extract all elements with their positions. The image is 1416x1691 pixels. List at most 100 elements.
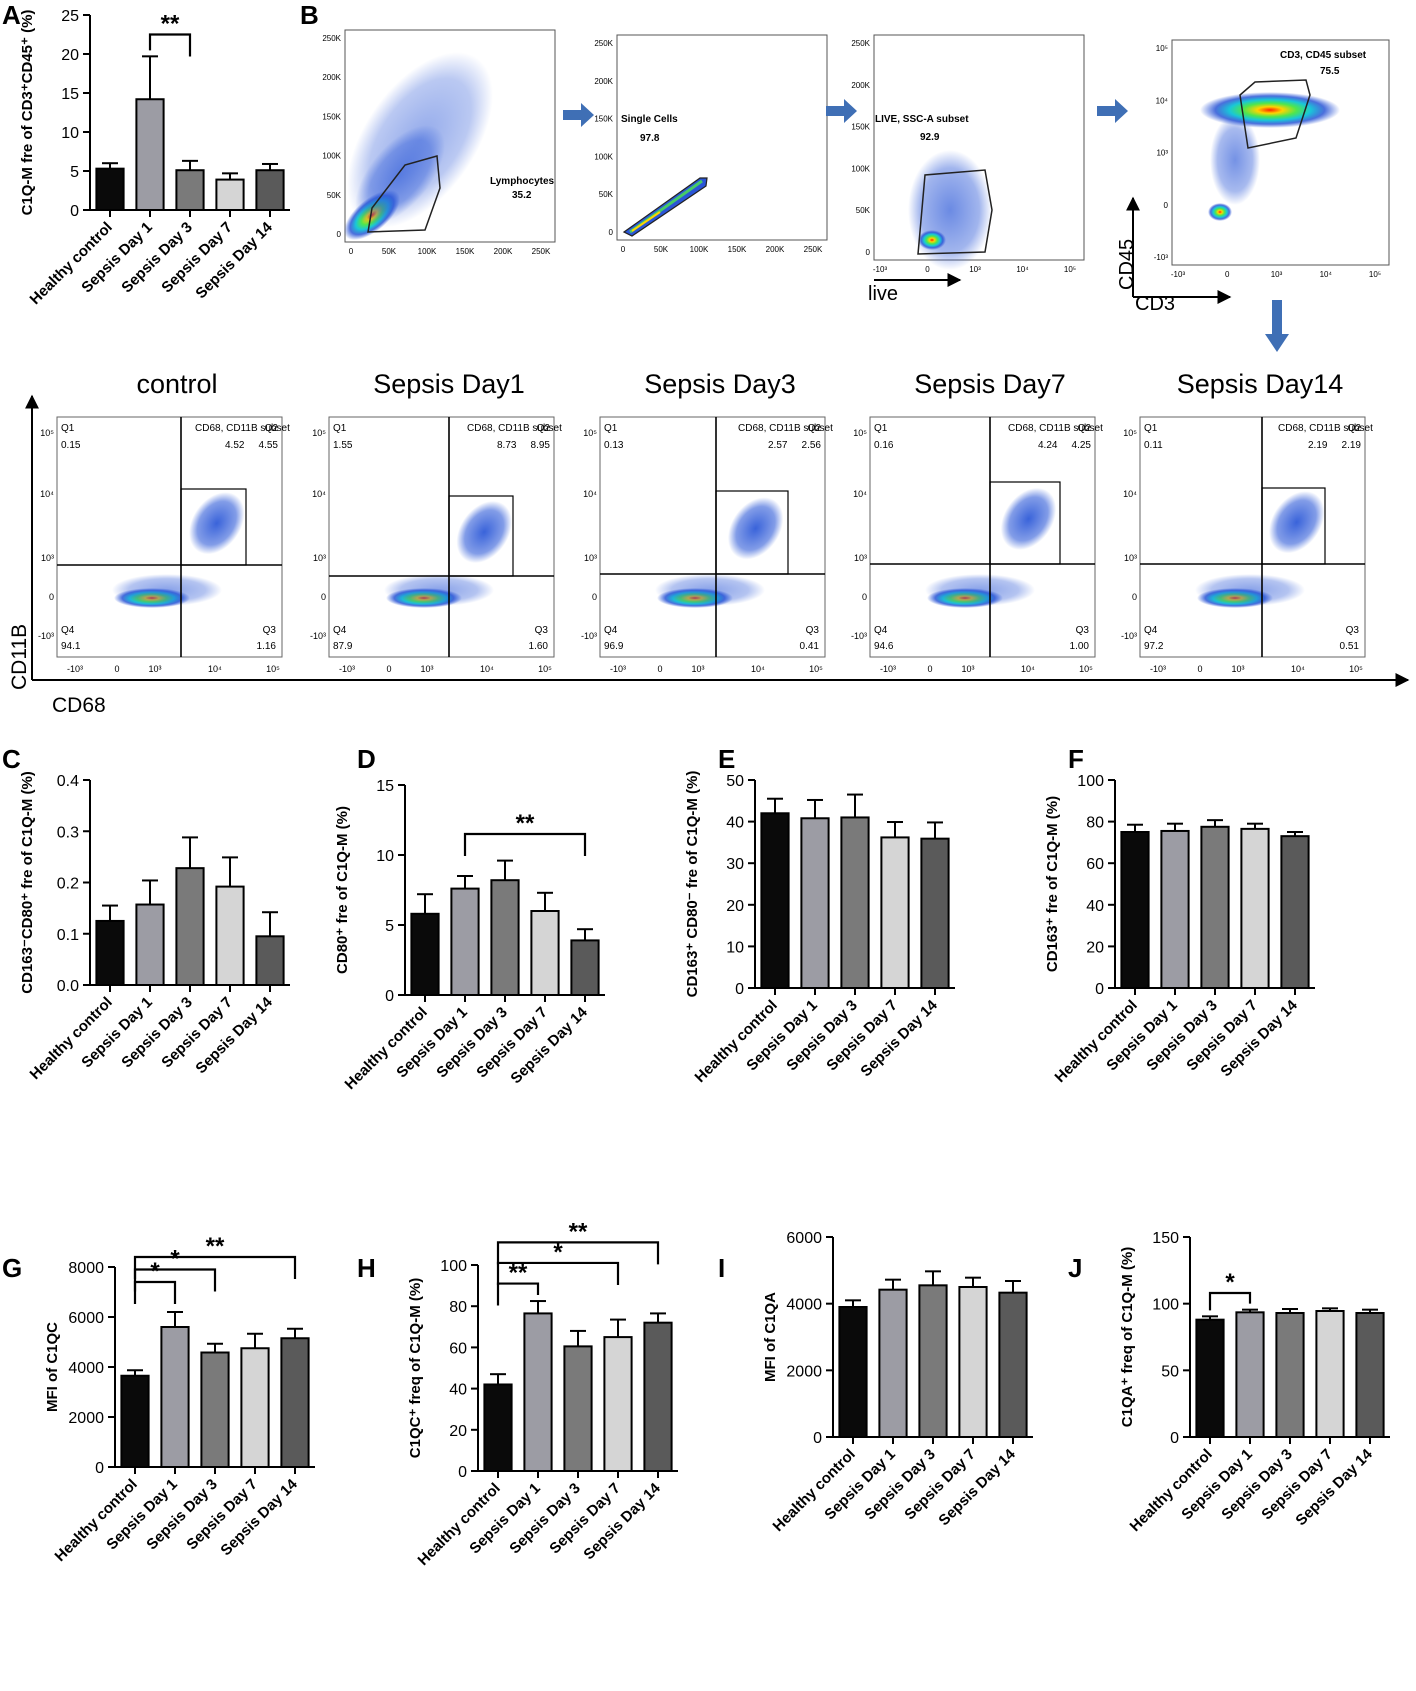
quadrant-x-tick: 10⁴	[208, 664, 222, 674]
cd11b-axis-label: CD11B	[8, 624, 31, 690]
q2-value: 4.55	[259, 440, 279, 451]
condition-title: Sepsis Day3	[644, 369, 796, 399]
gating-x-tick: 10⁴	[1016, 265, 1029, 274]
gating-y-tick: 0	[866, 248, 871, 257]
q1-label: Q1	[333, 423, 347, 434]
quadrant-x-tick: 10⁴	[480, 664, 494, 674]
q3-value: 0.51	[1340, 641, 1360, 652]
significance-label: *	[553, 1239, 563, 1266]
y-axis-title: CD163⁺ CD80⁻ fre of C1Q-M (%)	[684, 771, 701, 998]
quadrant-y-tick: 10⁵	[40, 428, 54, 438]
gating-x-tick: 10⁵	[1064, 265, 1076, 274]
bar	[1280, 835, 1310, 989]
bar	[880, 836, 910, 990]
q1-value: 0.16	[874, 440, 894, 451]
bar	[1195, 1318, 1225, 1438]
plot-frame	[328, 416, 555, 658]
gating-y-tick: 250K	[322, 34, 341, 43]
quadrant-y-tick: 0	[1132, 592, 1137, 602]
gating-y-tick: 200K	[322, 73, 341, 82]
bar	[135, 903, 165, 986]
gating-y-tick: 100K	[594, 152, 613, 161]
quadrant-x-tick: 0	[1197, 664, 1202, 674]
quadrant-y-tick: 10⁴	[1123, 489, 1137, 499]
y-tick-label: 0.2	[57, 876, 79, 893]
q2-value: 2.56	[802, 440, 822, 451]
y-tick-label: 6000	[68, 1310, 104, 1327]
y-tick-label: 0	[458, 1464, 467, 1481]
y-axis-title: C1QA⁺ freq of C1Q-M (%)	[1119, 1247, 1136, 1427]
quadrant-y-tick: 10³	[313, 553, 326, 563]
y-axis-title: CD80⁺ fre of C1Q-M (%)	[334, 806, 351, 974]
significance-label: **	[569, 1218, 588, 1245]
gating-y-tick: 10⁴	[1156, 96, 1169, 105]
cd68-cd11b-population-cloud	[456, 500, 512, 564]
q2-value: 4.25	[1072, 440, 1092, 451]
y-tick-label: 30	[726, 856, 744, 873]
bar	[920, 837, 950, 989]
quadrant-y-tick: 10³	[854, 553, 867, 563]
y-tick-label: 10	[726, 939, 744, 956]
bar	[280, 1337, 310, 1468]
bar	[918, 1284, 948, 1439]
quadrant-x-tick: -10³	[339, 664, 355, 674]
q3-label: Q3	[1346, 625, 1360, 636]
y-tick-label: 15	[376, 778, 394, 795]
bar	[483, 1383, 513, 1472]
gating-y-tick: 10³	[1156, 149, 1168, 158]
subset-value: 2.19	[1308, 440, 1328, 451]
quadrant-y-tick: 10⁵	[1123, 428, 1137, 438]
gating-x-tick: 100K	[690, 245, 709, 254]
significance-label: *	[170, 1246, 180, 1273]
quadrant-x-tick: 10⁵	[538, 664, 552, 674]
y-tick-label: 0	[95, 1460, 104, 1477]
y-tick-label: 100	[1152, 1297, 1179, 1314]
subset-gate-label: CD68, CD11B subset	[1008, 423, 1103, 434]
quadrant-y-tick: 10⁴	[853, 489, 867, 499]
gating-y-tick: 0	[337, 230, 342, 239]
q2-label: Q2	[1078, 423, 1092, 434]
bar	[175, 169, 205, 211]
significance-bracket	[463, 832, 587, 856]
quadrant-y-tick: -10³	[310, 631, 326, 641]
q3-value: 1.00	[1070, 641, 1090, 652]
significance-bracket	[133, 1268, 217, 1292]
y-tick-label: 5	[385, 918, 394, 935]
quadrant-x-tick: 10⁴	[1021, 664, 1035, 674]
q1-value: 0.13	[604, 440, 624, 451]
gating-x-tick: 150K	[456, 247, 475, 256]
quadrant-y-tick: 10⁵	[583, 428, 597, 438]
cd68-cd11b-population-cloud	[727, 497, 784, 560]
gating-x-tick: 10⁵	[1369, 270, 1381, 279]
y-tick-label: 8000	[68, 1260, 104, 1277]
q2-label: Q2	[808, 423, 822, 434]
gating-x-tick: 150K	[728, 245, 747, 254]
y-tick-label: 20	[1086, 939, 1104, 956]
y-axis-title: MFI of C1QA	[762, 1292, 779, 1382]
significance-label: **	[516, 810, 535, 837]
y-tick-label: 20	[449, 1423, 467, 1440]
gate-name-lymphocytes: Lymphocytes	[490, 176, 555, 187]
bar	[120, 1374, 150, 1468]
y-tick-label: 5	[70, 164, 79, 181]
q3-label: Q3	[1076, 625, 1090, 636]
quadrant-y-tick: 10⁴	[583, 489, 597, 499]
y-axis-title: CD163⁺ fre of C1Q-M (%)	[1044, 796, 1061, 972]
y-tick-label: 0	[1170, 1430, 1179, 1447]
subset-gate	[180, 488, 247, 566]
quadrant-x-tick: 10⁵	[1079, 664, 1093, 674]
quadrant-y-tick: 10³	[1124, 553, 1137, 563]
bar	[255, 935, 285, 986]
subset-value: 2.57	[768, 440, 788, 451]
gating-y-tick: -10³	[1154, 253, 1169, 262]
subset-gate	[448, 495, 514, 577]
quadrant-y-tick: 10³	[584, 553, 597, 563]
gating-y-tick: 100K	[851, 164, 870, 173]
gating-x-tick: 0	[925, 265, 930, 274]
quadrant-y-tick: -10³	[851, 631, 867, 641]
significance-label: **	[161, 11, 180, 38]
